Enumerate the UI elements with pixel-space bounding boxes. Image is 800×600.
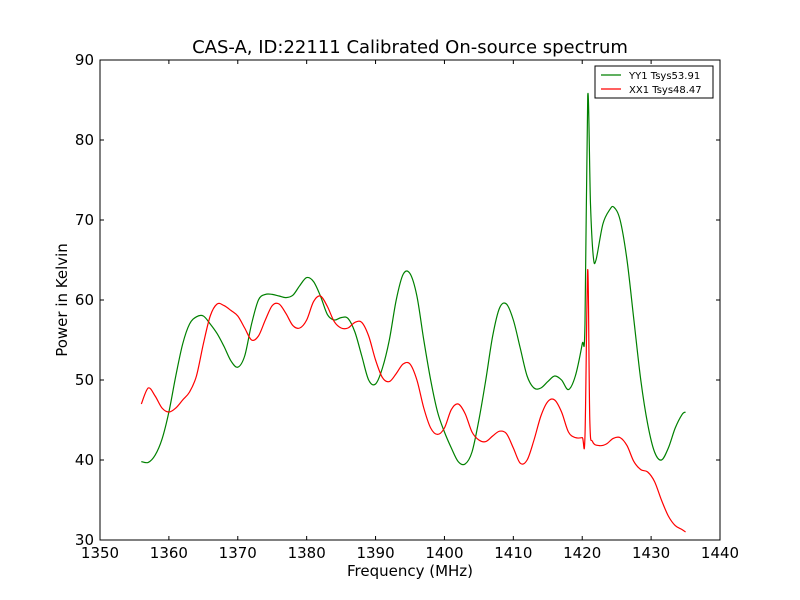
x-tick-label: 1420	[563, 544, 601, 562]
ticks-layer: 1350 1360 1370 1380 1390 1400 1410 1420 1430 1440…	[75, 51, 739, 562]
x-tick-label: 1370	[219, 544, 257, 562]
legend: YY1 Tsys53.91 XX1 Tsys48.47	[594, 65, 714, 99]
x-tick-label: 1350	[81, 544, 119, 562]
y-tick-label: 60	[75, 291, 94, 309]
y-tick-label: 70	[75, 211, 94, 229]
legend-label: YY1 Tsys53.91	[628, 71, 700, 82]
series-line-yy1	[141, 92, 686, 466]
plot-background	[100, 60, 720, 540]
y-axis-label: Power in Kelvin	[53, 243, 71, 357]
y-tick-label: 50	[75, 371, 94, 389]
x-tick-label: 1400	[425, 544, 463, 562]
y-tick-label: 30	[75, 531, 94, 549]
y-tick-label: 90	[75, 51, 94, 69]
x-tick-label: 1410	[494, 544, 532, 562]
y-tick-label: 40	[75, 451, 94, 469]
series-layer	[140, 92, 686, 533]
series-line-xx1	[140, 268, 686, 533]
x-tick-label: 1380	[288, 544, 326, 562]
x-tick-label: 1360	[150, 544, 188, 562]
x-tick-label: 1430	[632, 544, 670, 562]
legend-label: XX1 Tsys48.47	[629, 85, 702, 96]
x-axis-label: Frequency (MHz)	[347, 562, 473, 580]
legend-box	[594, 65, 714, 99]
chart-title: CAS-A, ID:22111 Calibrated On-source spe…	[192, 37, 628, 58]
x-tick-label: 1440	[701, 544, 739, 562]
plot-area: 1350 1360 1370 1380 1390 1400 1410 1420 1430 1440…	[75, 51, 739, 562]
y-tick-label: 80	[75, 131, 94, 149]
x-tick-label: 1390	[356, 544, 394, 562]
